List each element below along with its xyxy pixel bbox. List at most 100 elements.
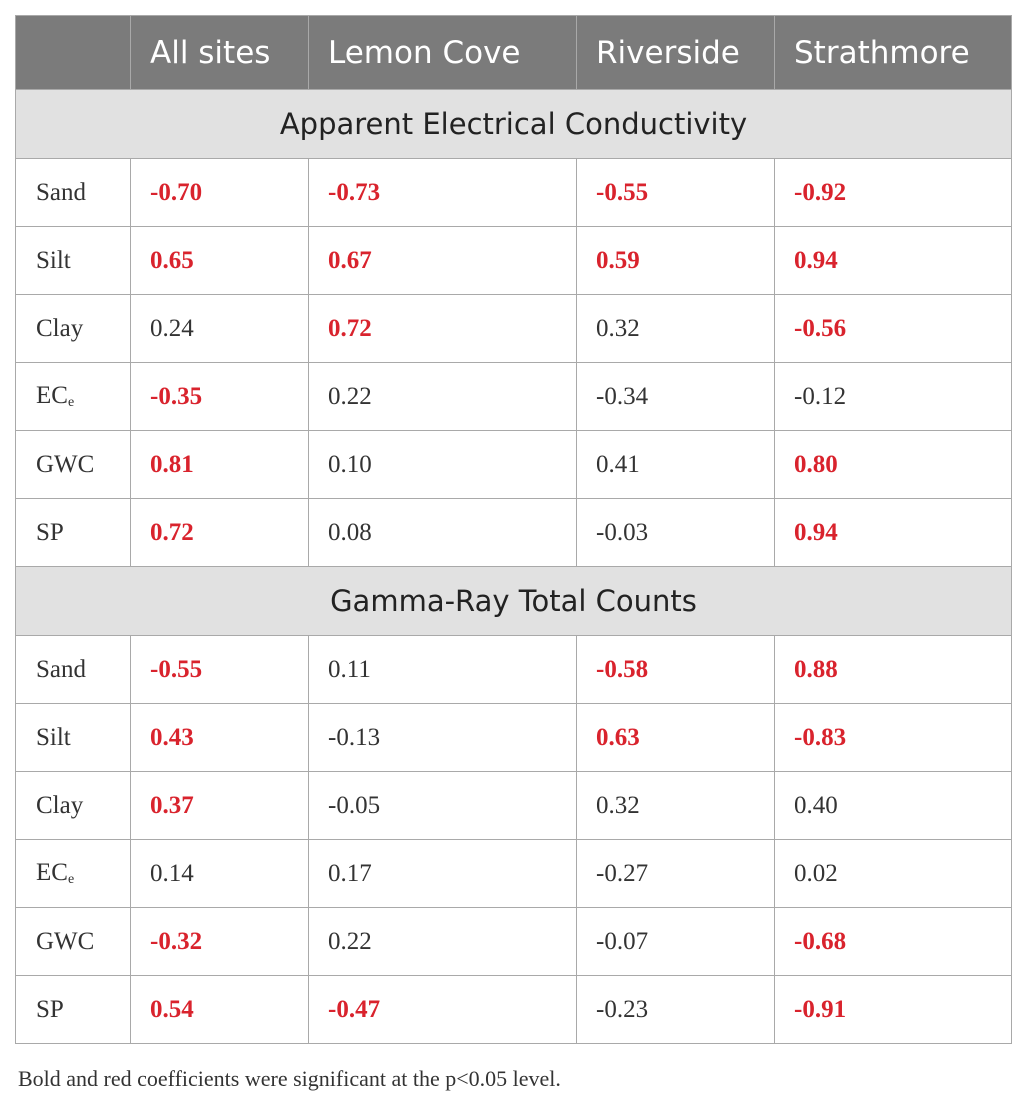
row-label-cell: Silt: [15, 703, 131, 772]
value-cell-significant: 0.88: [774, 635, 1012, 704]
table-row: Sand -0.70 -0.73 -0.55 -0.92: [15, 158, 1012, 227]
value-cell: -0.07: [576, 907, 775, 976]
section-title: Apparent Electrical Conductivity: [15, 89, 1012, 159]
value-cell-significant: -0.55: [130, 635, 309, 704]
value-cell-significant: -0.32: [130, 907, 309, 976]
row-label: Silt: [36, 723, 71, 751]
value-cell: 0.32: [576, 294, 775, 363]
row-label: GWC: [36, 927, 95, 955]
value-cell-significant: -0.47: [308, 975, 577, 1044]
value-cell-significant: -0.91: [774, 975, 1012, 1044]
table-row: GWC 0.81 0.10 0.41 0.80: [15, 430, 1012, 499]
row-label-cell: ECe: [15, 362, 131, 431]
value-cell: 0.08: [308, 498, 577, 567]
value-cell: -0.27: [576, 839, 775, 908]
header-cell-lemon-cove: Lemon Cove: [308, 15, 577, 90]
value-cell-significant: 0.43: [130, 703, 309, 772]
value-cell: -0.12: [774, 362, 1012, 431]
header-cell-blank: [15, 15, 131, 90]
value-cell-significant: -0.56: [774, 294, 1012, 363]
table-row: Clay 0.37 -0.05 0.32 0.40: [15, 771, 1012, 840]
table-row: ECe -0.35 0.22 -0.34 -0.12: [15, 362, 1012, 431]
value-cell: 0.17: [308, 839, 577, 908]
value-cell: 0.14: [130, 839, 309, 908]
value-cell-significant: 0.37: [130, 771, 309, 840]
value-cell: 0.22: [308, 362, 577, 431]
value-cell: 0.24: [130, 294, 309, 363]
row-label: Silt: [36, 246, 71, 274]
row-label-cell: Clay: [15, 294, 131, 363]
row-label: Clay: [36, 314, 84, 342]
value-cell: -0.13: [308, 703, 577, 772]
row-label-cell: ECe: [15, 839, 131, 908]
row-label-subscript: e: [67, 872, 75, 887]
value-cell-significant: -0.70: [130, 158, 309, 227]
value-cell-significant: -0.35: [130, 362, 309, 431]
section-row: Gamma-Ray Total Counts: [15, 566, 1012, 636]
row-label-subscript: e: [67, 395, 75, 410]
value-cell: 0.41: [576, 430, 775, 499]
header-cell-strathmore: Strathmore: [774, 15, 1012, 90]
header-cell-riverside: Riverside: [576, 15, 775, 90]
table-row: Sand -0.55 0.11 -0.58 0.88: [15, 635, 1012, 704]
value-cell-significant: -0.92: [774, 158, 1012, 227]
correlation-table-container: All sites Lemon Cove Riverside Strathmor…: [15, 15, 1012, 1044]
value-cell: 0.40: [774, 771, 1012, 840]
value-cell: 0.02: [774, 839, 1012, 908]
row-label: Sand: [36, 178, 86, 206]
row-label: EC: [36, 382, 68, 409]
value-cell-significant: -0.73: [308, 158, 577, 227]
row-label-cell: Silt: [15, 226, 131, 295]
table-footnote: Bold and red coefficients were significa…: [18, 1066, 561, 1091]
row-label: EC: [36, 859, 68, 886]
row-label-cell: Sand: [15, 635, 131, 704]
value-cell: 0.11: [308, 635, 577, 704]
value-cell: -0.23: [576, 975, 775, 1044]
row-label-cell: SP: [15, 975, 131, 1044]
value-cell-significant: 0.80: [774, 430, 1012, 499]
value-cell-significant: 0.72: [130, 498, 309, 567]
row-label-cell: SP: [15, 498, 131, 567]
value-cell: -0.05: [308, 771, 577, 840]
section-row: Apparent Electrical Conductivity: [15, 89, 1012, 159]
table-header: All sites Lemon Cove Riverside Strathmor…: [15, 15, 1012, 90]
header-row: All sites Lemon Cove Riverside Strathmor…: [15, 15, 1012, 90]
row-label: Clay: [36, 791, 84, 819]
row-label-cell: GWC: [15, 430, 131, 499]
row-label-cell: Sand: [15, 158, 131, 227]
value-cell-significant: 0.65: [130, 226, 309, 295]
table-row: Clay 0.24 0.72 0.32 -0.56: [15, 294, 1012, 363]
table-row: SP 0.72 0.08 -0.03 0.94: [15, 498, 1012, 567]
table-row: Silt 0.43 -0.13 0.63 -0.83: [15, 703, 1012, 772]
correlation-table: All sites Lemon Cove Riverside Strathmor…: [15, 15, 1012, 1044]
value-cell-significant: 0.94: [774, 498, 1012, 567]
row-label: SP: [36, 518, 64, 546]
section-title: Gamma-Ray Total Counts: [15, 566, 1012, 636]
table-row: Silt 0.65 0.67 0.59 0.94: [15, 226, 1012, 295]
value-cell: 0.32: [576, 771, 775, 840]
table-body: Apparent Electrical Conductivity Sand -0.7…: [15, 89, 1012, 1044]
value-cell-significant: 0.67: [308, 226, 577, 295]
value-cell-significant: 0.59: [576, 226, 775, 295]
table-row: GWC -0.32 0.22 -0.07 -0.68: [15, 907, 1012, 976]
row-label: GWC: [36, 450, 95, 478]
value-cell-significant: -0.58: [576, 635, 775, 704]
value-cell-significant: 0.54: [130, 975, 309, 1044]
value-cell: 0.10: [308, 430, 577, 499]
row-label-cell: Clay: [15, 771, 131, 840]
header-cell-all-sites: All sites: [130, 15, 309, 90]
value-cell-significant: -0.68: [774, 907, 1012, 976]
table-row: ECe 0.14 0.17 -0.27 0.02: [15, 839, 1012, 908]
value-cell: -0.34: [576, 362, 775, 431]
value-cell-significant: -0.83: [774, 703, 1012, 772]
value-cell-significant: -0.55: [576, 158, 775, 227]
value-cell-significant: 0.72: [308, 294, 577, 363]
value-cell: 0.22: [308, 907, 577, 976]
value-cell-significant: 0.81: [130, 430, 309, 499]
value-cell-significant: 0.63: [576, 703, 775, 772]
value-cell: -0.03: [576, 498, 775, 567]
value-cell-significant: 0.94: [774, 226, 1012, 295]
row-label-cell: GWC: [15, 907, 131, 976]
table-row: SP 0.54 -0.47 -0.23 -0.91: [15, 975, 1012, 1044]
row-label: SP: [36, 995, 64, 1023]
